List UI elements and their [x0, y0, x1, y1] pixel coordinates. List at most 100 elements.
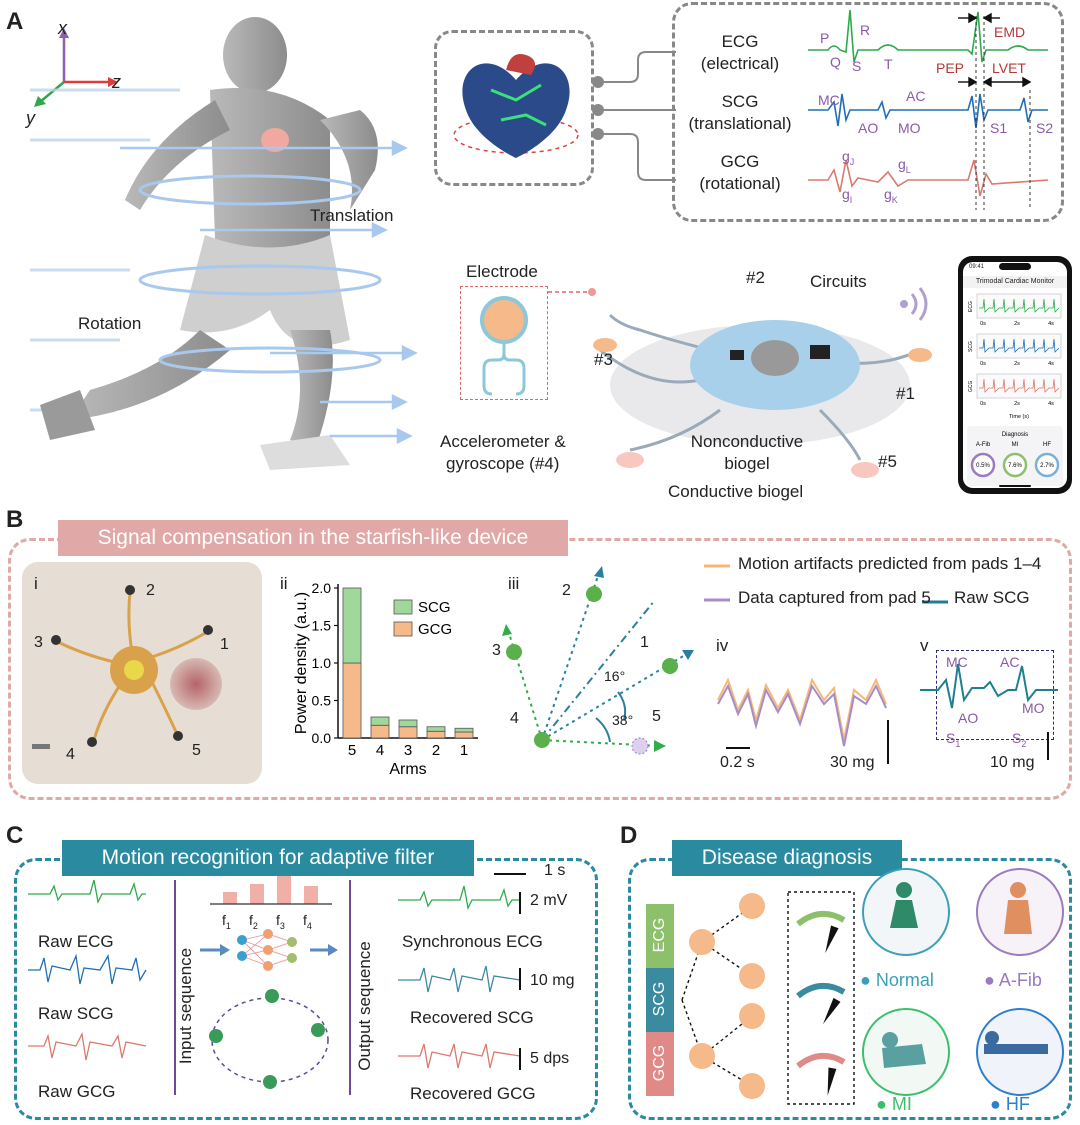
- x-tick-label: 2: [432, 742, 440, 759]
- axis-z-label: z: [112, 72, 121, 92]
- panel-d-banner: Disease diagnosis: [672, 840, 902, 876]
- phone-tick: 0s: [980, 361, 986, 367]
- scg-mc: MC: [818, 92, 840, 108]
- scale-c-time: 1 s: [544, 862, 566, 879]
- legend-motion-artifacts: Motion artifacts predicted from pads 1–4: [738, 554, 1042, 573]
- phone-home-bar: [999, 485, 1031, 487]
- v-ac: AC: [1000, 654, 1020, 670]
- nonconductive-label-2: biogel: [724, 454, 770, 473]
- photo-arm-1: 1: [220, 636, 229, 653]
- v-box: [936, 650, 1054, 740]
- input-sequence-label: Input sequence: [176, 947, 195, 1065]
- phone-chart-scg: [976, 333, 1062, 359]
- vector-diagram: [502, 566, 694, 755]
- gcg-gl: gL: [898, 156, 911, 175]
- x-tick-label: 5: [348, 742, 356, 759]
- ecg-t: T: [884, 56, 893, 72]
- sub-i: i: [34, 574, 38, 593]
- class-mi-label: ● MI: [876, 1094, 912, 1114]
- gcg-gk: gK: [884, 186, 898, 205]
- vector-1: 1: [640, 634, 649, 651]
- y-tick-label: 0.5: [312, 693, 332, 709]
- freq-f4: f4: [303, 912, 312, 931]
- accel-label: Accelerometer &: [440, 432, 566, 451]
- bar-gcg-2: [426, 730, 446, 739]
- device-photo: [22, 562, 262, 784]
- phone-tick: 2s: [1014, 321, 1020, 327]
- vector-3: 3: [492, 642, 501, 659]
- circuits-label: Circuits: [810, 272, 867, 291]
- phone-chart-gcg: [976, 373, 1062, 399]
- device-photo-shape: [51, 585, 213, 747]
- phone-diag-value: 0.5%: [976, 463, 990, 469]
- phone-trace-gcg: [979, 378, 1060, 393]
- electrode-icon: [480, 296, 528, 396]
- sub-iv: iv: [716, 636, 729, 655]
- scg-ao: AO: [858, 120, 879, 136]
- freq-f1: f1: [222, 912, 231, 931]
- sub-v: v: [920, 636, 929, 655]
- phone-chart-label: SCG: [968, 341, 974, 352]
- phone-diag-name: HF: [1043, 442, 1051, 448]
- vector-4: 4: [510, 710, 519, 727]
- scale-c-gcg: 5 dps: [530, 1050, 570, 1067]
- gcg-gj: gJ: [842, 148, 855, 167]
- panel-label-d: D: [620, 822, 638, 849]
- phone-tick: 2s: [1014, 401, 1020, 407]
- skin-mark: [170, 658, 222, 710]
- y-tick-label: 1.0: [312, 655, 332, 671]
- trace-iv: [717, 677, 889, 764]
- runner-illustration: [30, 17, 382, 470]
- bar-gcg-4: [370, 724, 390, 739]
- bar-scg-4: [370, 716, 390, 726]
- arm2-label: #2: [746, 268, 765, 287]
- ecg-s: S: [852, 58, 862, 74]
- bar-scg-2: [426, 726, 446, 732]
- nonconductive-label: Nonconductive: [690, 432, 804, 451]
- legend-label-scg: SCG: [418, 599, 451, 616]
- class-normal-label: ● Normal: [860, 970, 934, 990]
- conductive-label: Conductive biogel: [668, 482, 804, 501]
- phone-time: 09:41: [969, 264, 985, 270]
- scale-bar: [32, 744, 50, 749]
- phone-tick: 0s: [980, 321, 986, 327]
- translation-arrows: [120, 139, 418, 445]
- photo-arm-2: 2: [146, 582, 155, 599]
- phone-charts: ECG 0s 2s 4s SCG 0s 2s 4s GCG 0s 2s 4s Time (s) Diagn…: [967, 293, 1063, 487]
- panel-c-traces: [28, 873, 526, 1095]
- class-mi-icon: [862, 1008, 950, 1096]
- arm1-label: #1: [896, 384, 915, 403]
- output-sequence-label: Output sequence: [355, 941, 374, 1071]
- x-tick-label: 4: [376, 742, 384, 759]
- y-tick-label: 0.0: [312, 730, 332, 746]
- electrode-pointer: [548, 288, 596, 296]
- scale-v-amp: 10 mg: [990, 754, 1035, 771]
- panel-b-banner: Signal compensation in the starfish-like…: [58, 520, 568, 556]
- power-density-chart: 0.0 0.5 1.0 1.5 2.0 5 4 3 2 1 Arms Power density (a…: [293, 580, 478, 778]
- v-ao: AO: [958, 710, 979, 726]
- input-raw-gcg: Raw GCG: [38, 1082, 116, 1101]
- signal-gcg-name: GCG: [720, 152, 760, 171]
- phone-diagnosis-title: Diagnosis: [1002, 432, 1028, 438]
- axis-y-label: y: [26, 108, 35, 128]
- panel-label-a: A: [6, 8, 24, 35]
- legend-swatch-gcg: [393, 621, 413, 637]
- emd-label: EMD: [994, 24, 1026, 40]
- legend-swatch-raw: [922, 600, 948, 604]
- modality-scg: [646, 968, 674, 1032]
- modality-gcg: [646, 1032, 674, 1096]
- sub-ii: ii: [280, 574, 288, 593]
- rotation-label: Rotation: [78, 314, 142, 333]
- signal-scg-name: SCG: [721, 92, 759, 111]
- x-axis-label: Arms: [389, 761, 426, 778]
- x-tick-label: 1: [460, 742, 468, 759]
- output-rec-scg: Recovered SCG: [410, 1008, 534, 1027]
- bar-gcg-5: [342, 662, 362, 739]
- signal-ecg-name: ECG: [721, 32, 759, 51]
- signal-ecg-type: (electrical): [700, 54, 780, 73]
- pep-label: PEP: [936, 60, 965, 76]
- phone-tick: 0s: [980, 401, 986, 407]
- phone-diag-name: MI: [1012, 442, 1019, 448]
- phone-xaxis: Time (s): [1009, 414, 1029, 420]
- angle-38: 38°: [612, 712, 634, 728]
